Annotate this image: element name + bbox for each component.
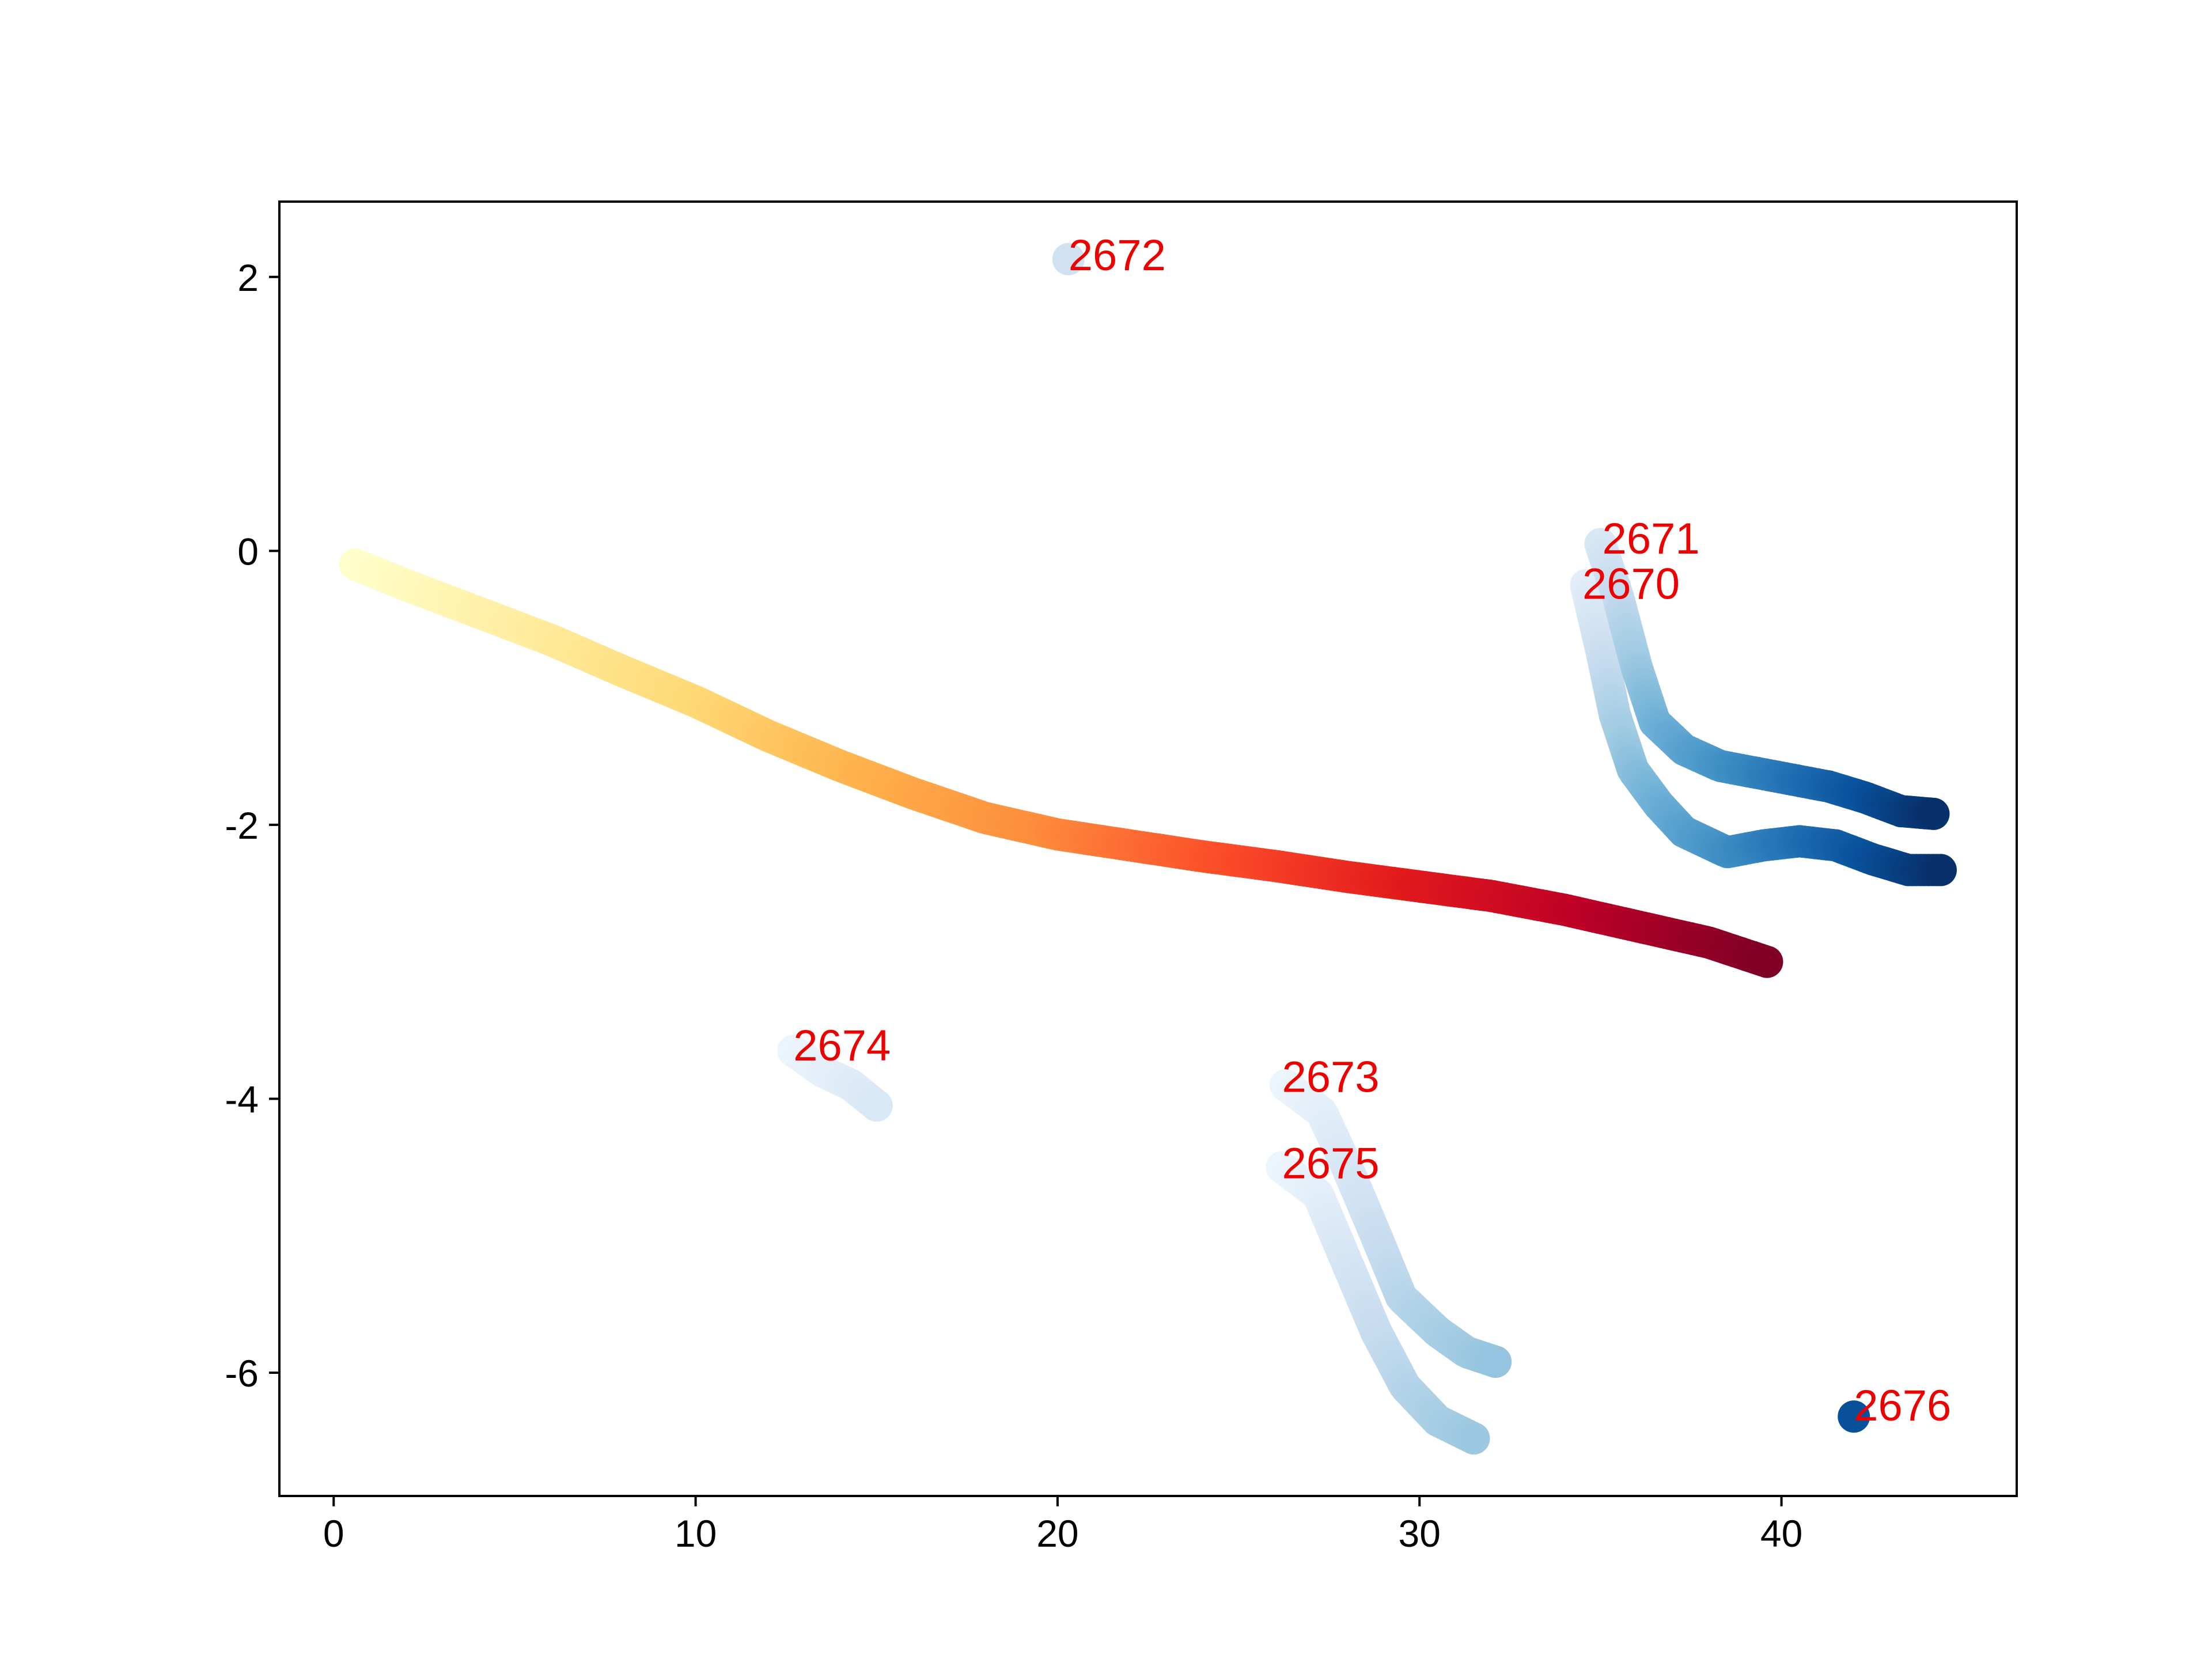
x-tick-label: 0 bbox=[323, 1512, 344, 1555]
data-point bbox=[1457, 1422, 1490, 1455]
track-2675 bbox=[1266, 1151, 1490, 1455]
track-2673 bbox=[1269, 1069, 1512, 1378]
track-2672 bbox=[1052, 243, 1085, 275]
data-point bbox=[1925, 854, 1957, 887]
track-main-0 bbox=[339, 548, 1783, 978]
x-tick-label: 10 bbox=[675, 1512, 717, 1555]
annotation-2676: 2676 bbox=[1854, 1381, 1951, 1430]
x-axis: 0 10 20 30 40 bbox=[323, 1496, 1802, 1555]
y-axis: 2 0 -2 -4 -6 bbox=[225, 256, 279, 1395]
x-tick-label: 20 bbox=[1036, 1512, 1078, 1555]
plot-area-frame bbox=[278, 200, 2018, 1497]
annotation-2671: 2671 bbox=[1603, 514, 1700, 563]
annotation-2674: 2674 bbox=[793, 1021, 891, 1070]
track-2676 bbox=[1838, 1400, 1870, 1433]
track-2671 bbox=[1584, 528, 1950, 830]
x-tick-label: 40 bbox=[1760, 1512, 1802, 1555]
y-tick-label: 0 bbox=[237, 530, 259, 573]
y-tick-label: -4 bbox=[225, 1078, 259, 1120]
data-points bbox=[339, 243, 1957, 1455]
data-point bbox=[1751, 945, 1783, 978]
data-point bbox=[1917, 797, 1950, 830]
track-2674 bbox=[777, 1035, 893, 1122]
x-tick-label: 30 bbox=[1399, 1512, 1441, 1555]
annotation-2675: 2675 bbox=[1282, 1139, 1379, 1188]
y-tick-label: -6 bbox=[225, 1352, 259, 1395]
y-tick-label: -2 bbox=[225, 804, 259, 847]
data-point bbox=[860, 1089, 893, 1122]
track-2670 bbox=[1570, 569, 1957, 887]
annotation-2673: 2673 bbox=[1282, 1053, 1379, 1102]
data-point bbox=[1052, 243, 1085, 275]
y-tick-label: 2 bbox=[237, 256, 259, 299]
annotation-2672: 2672 bbox=[1069, 231, 1166, 280]
data-point bbox=[1479, 1346, 1512, 1378]
data-point bbox=[1838, 1400, 1870, 1433]
annotation-2670: 2670 bbox=[1582, 560, 1680, 609]
